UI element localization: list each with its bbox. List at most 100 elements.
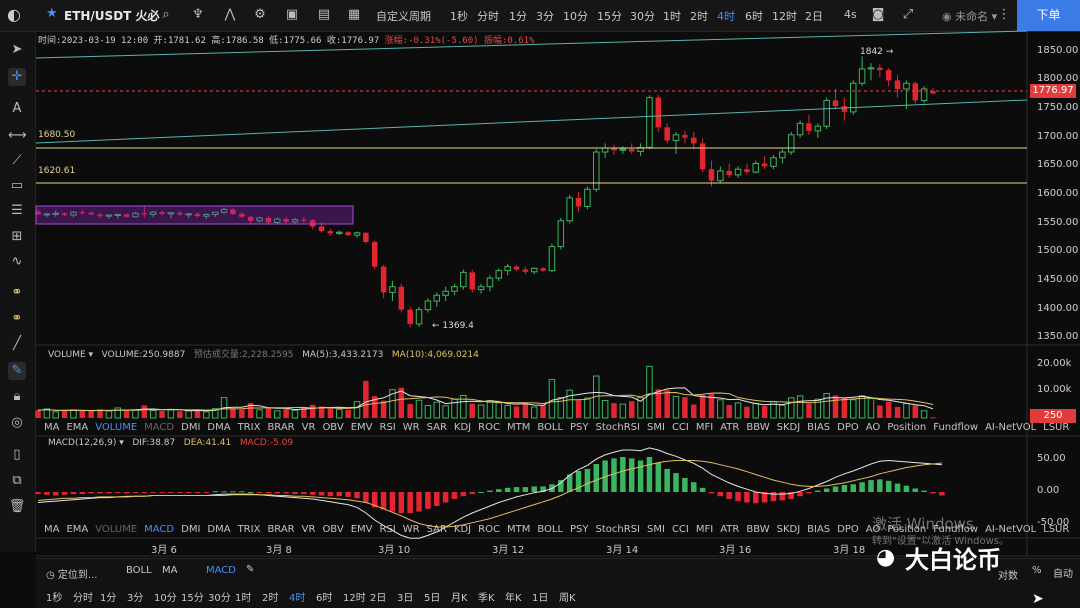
symbol-selector[interactable]: ETH/USDT 火必: [64, 9, 160, 23]
period-13[interactable]: 3日: [397, 593, 414, 604]
template-icon[interactable]: ▣: [285, 7, 299, 22]
camera-icon[interactable]: ◙: [871, 7, 885, 22]
indicator-tab[interactable]: DMI: [181, 524, 201, 535]
indicator-tab[interactable]: VR: [301, 524, 316, 535]
locate-button[interactable]: ◷ 定位到...: [46, 566, 97, 581]
ruler-icon[interactable]: ╱: [13, 336, 21, 351]
indicator-tab[interactable]: LSUR: [1043, 524, 1070, 535]
indicator-tab[interactable]: Position: [887, 524, 927, 535]
indicator-tab[interactable]: OBV: [322, 422, 344, 433]
fib-grid-icon[interactable]: ⊞: [11, 229, 23, 244]
indicator-tab[interactable]: Fundflow: [933, 524, 979, 535]
fullscreen-icon[interactable]: ⤢: [902, 7, 914, 22]
rectangle-icon[interactable]: ▭: [10, 178, 24, 193]
indicator-tab[interactable]: TRIX: [237, 524, 261, 535]
search-icon[interactable]: ⌕: [162, 7, 170, 22]
indicator-tab[interactable]: SAR: [426, 524, 447, 535]
user-menu[interactable]: ◉ 未命名 ▾: [942, 10, 998, 23]
indicator-tab[interactable]: MA: [44, 422, 60, 433]
magnet-strong-icon[interactable]: ⚭: [11, 285, 23, 300]
timeframe-1[interactable]: 分时: [477, 10, 499, 23]
indicator-tab[interactable]: DPO: [837, 422, 859, 433]
period-1[interactable]: 分时: [73, 593, 93, 604]
period-16[interactable]: 季K: [478, 593, 495, 604]
timeframe-7[interactable]: 1时: [663, 10, 681, 23]
indicator-tab[interactable]: DMA: [207, 422, 231, 433]
indicator-tab[interactable]: ATR: [720, 524, 740, 535]
pen-icon[interactable]: ✎: [8, 362, 26, 380]
indicator-tab[interactable]: DMI: [181, 422, 201, 433]
indicator-tab[interactable]: RSI: [379, 524, 396, 535]
indicator-tab[interactable]: DMA: [207, 524, 231, 535]
indicator-tab[interactable]: ROC: [478, 422, 500, 433]
chart-type-icon[interactable]: ⋀: [224, 7, 236, 22]
indicator-tab[interactable]: SKDJ: [776, 524, 801, 535]
indicator-tab[interactable]: EMV: [350, 422, 373, 433]
favorite-star-icon[interactable]: ★: [46, 6, 58, 21]
period-0[interactable]: 1秒: [46, 593, 63, 604]
indicator-tab[interactable]: SMI: [647, 524, 665, 535]
layers-icon[interactable]: ⧉: [12, 473, 22, 488]
indicator-tab[interactable]: MTM: [506, 524, 531, 535]
period-9[interactable]: 4时: [289, 593, 306, 604]
indicator-tab[interactable]: OBV: [322, 524, 344, 535]
indicator-tab[interactable]: BRAR: [267, 524, 295, 535]
indicator-tab[interactable]: BBW: [746, 524, 770, 535]
indicator-tab[interactable]: BBW: [746, 422, 770, 433]
indicator-tab[interactable]: StochRSI: [595, 524, 640, 535]
period-2[interactable]: 1分: [100, 593, 117, 604]
indicator-tab[interactable]: WR: [402, 524, 420, 535]
boll-toggle[interactable]: BOLL: [126, 565, 152, 576]
indicator-tab[interactable]: VOLUME: [95, 422, 138, 433]
timeframe-5[interactable]: 15分: [597, 10, 622, 23]
indicator-tab[interactable]: BRAR: [267, 422, 295, 433]
indicator-tab[interactable]: AI-NetVOL: [985, 524, 1037, 535]
indicator-icon[interactable]: ♆: [192, 7, 204, 22]
indicator-tab[interactable]: WR: [402, 422, 420, 433]
timeframe-3[interactable]: 3分: [536, 10, 554, 23]
indicator-tab[interactable]: BIAS: [807, 524, 831, 535]
macd-toggle[interactable]: MACD: [206, 565, 236, 576]
indicator-tab[interactable]: KDJ: [453, 422, 472, 433]
indicator-tab[interactable]: CCI: [671, 524, 689, 535]
indicator-tab[interactable]: MFI: [695, 524, 714, 535]
indicator-tab[interactable]: MFI: [695, 422, 714, 433]
timeframe-8[interactable]: 2时: [690, 10, 708, 23]
indicator-tab[interactable]: EMA: [66, 422, 89, 433]
indicator-tab[interactable]: KDJ: [453, 524, 472, 535]
period-15[interactable]: 月K: [451, 593, 468, 604]
indicator-tab[interactable]: SMI: [647, 422, 665, 433]
indicator-tab[interactable]: BOLL: [537, 422, 564, 433]
parallel-lines-icon[interactable]: ☰: [11, 203, 23, 218]
period-18[interactable]: 1日: [532, 593, 549, 604]
indicator-tab[interactable]: RSI: [379, 422, 396, 433]
period-3[interactable]: 3分: [127, 593, 144, 604]
indicator-tab[interactable]: StochRSI: [595, 422, 640, 433]
cursor-arrow-icon[interactable]: ➤: [11, 42, 23, 57]
indicator-tab[interactable]: AO: [865, 422, 881, 433]
eye-icon[interactable]: ◎: [11, 415, 23, 430]
lock-icon[interactable]: 🔒︎: [13, 389, 21, 404]
indicator-tab[interactable]: LSUR: [1043, 422, 1070, 433]
indicator-tab[interactable]: ROC: [478, 524, 500, 535]
settings-gear-icon[interactable]: ⚙: [254, 7, 266, 22]
custom-period-selector[interactable]: 自定义周期: [376, 10, 431, 23]
layout-icon[interactable]: ▤: [317, 7, 331, 22]
volume-title[interactable]: VOLUME: [48, 350, 86, 360]
indicator-tab[interactable]: Position: [887, 422, 927, 433]
period-4[interactable]: 10分: [154, 593, 177, 604]
indicator-tab[interactable]: PSY: [570, 524, 589, 535]
indicator-tab[interactable]: SKDJ: [776, 422, 801, 433]
auto-toggle[interactable]: 自动: [1053, 569, 1073, 580]
period-11[interactable]: 12时: [343, 593, 366, 604]
period-6[interactable]: 30分: [208, 593, 231, 604]
indicator-tab[interactable]: EMA: [66, 524, 89, 535]
timeframe-9[interactable]: 4时: [717, 10, 735, 23]
timeframe-6[interactable]: 30分: [630, 10, 655, 23]
period-12[interactable]: 2日: [370, 593, 387, 604]
more-icon[interactable]: ⋮: [997, 7, 1011, 22]
horizontal-line-icon[interactable]: ⟷: [8, 128, 27, 143]
timeframe-10[interactable]: 6时: [745, 10, 763, 23]
indicator-tab[interactable]: BIAS: [807, 422, 831, 433]
indicator-tab[interactable]: MA: [44, 524, 60, 535]
